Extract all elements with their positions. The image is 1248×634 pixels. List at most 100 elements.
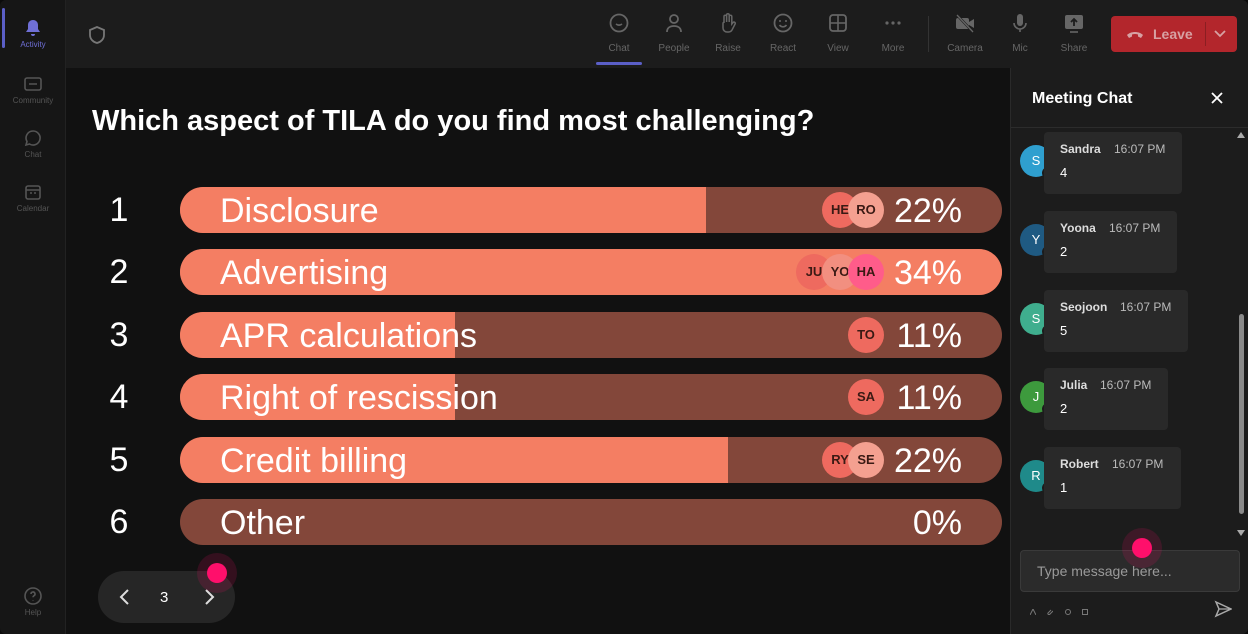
option-percentage: 22% (893, 192, 962, 230)
emoji-icon[interactable] (1064, 602, 1071, 615)
option-number: 3 (109, 316, 129, 354)
rail-item-activity[interactable]: Activity (0, 8, 66, 58)
close-icon[interactable] (1209, 90, 1225, 106)
rail-item-chat[interactable]: Chat (0, 118, 66, 168)
bell-icon (26, 20, 40, 36)
option-bar-fill (180, 437, 729, 483)
option-bar: Disclosure HE RO 22% (180, 187, 1002, 233)
share-button-label: Share (1060, 43, 1088, 54)
scrollbar-thumb[interactable] (1239, 314, 1244, 514)
chat-message: R Robert 16:07 PM 1 (1011, 447, 1231, 511)
message-bubble[interactable]: Julia 16:07 PM 2 (1044, 368, 1168, 430)
message-bubble[interactable]: Sandra 16:07 PM 4 (1044, 132, 1182, 194)
pointer-indicator (207, 563, 227, 583)
message-text: 2 (1060, 401, 1068, 416)
chat-scrollbar[interactable] (1235, 130, 1247, 542)
chevron-down-icon[interactable] (1213, 28, 1227, 40)
help-icon (24, 587, 42, 605)
message-bubble[interactable]: Robert 16:07 PM 1 (1044, 447, 1181, 509)
scroll-up-arrow-icon[interactable] (1237, 132, 1245, 138)
chat-button-label: Chat (608, 43, 630, 54)
rail-label: Calendar (16, 204, 50, 213)
message-timestamp: 16:07 PM (1109, 221, 1161, 235)
raise-hand-button[interactable]: Raise (701, 10, 755, 62)
scroll-down-arrow-icon[interactable] (1237, 530, 1245, 536)
chat-icon (24, 130, 41, 147)
sender-name: Julia (1060, 378, 1088, 392)
calendar-icon (25, 185, 41, 200)
camera-button[interactable]: Camera (938, 10, 992, 62)
share-button[interactable]: Share (1047, 10, 1101, 62)
gif-icon[interactable] (1082, 602, 1089, 615)
voter-avatar[interactable]: RO (848, 192, 884, 228)
voter-avatars: RY SE (822, 442, 884, 478)
chat-message: J Julia 16:07 PM 2 (1011, 368, 1231, 432)
sender-name: Yoona (1060, 221, 1096, 235)
rail-item-community[interactable]: Community (0, 64, 66, 114)
smiley-icon (773, 13, 793, 33)
poll-option-row: 3 APR calculations TO 11% (100, 312, 1004, 358)
chat-message-input[interactable] (1020, 550, 1240, 592)
poll-option-row: 5 Credit billing RY SE 22% (100, 437, 1004, 483)
send-icon[interactable] (1214, 600, 1232, 618)
react-button[interactable]: React (756, 10, 810, 62)
leave-split-divider (1205, 22, 1206, 46)
option-label: Credit billing (220, 442, 408, 480)
poll-option-row: 6 Other 0% (100, 499, 1004, 545)
leave-button[interactable]: Leave (1111, 16, 1237, 52)
option-label: Disclosure (220, 192, 379, 230)
view-button[interactable]: View (811, 10, 865, 62)
camera-button-label: Camera (947, 43, 983, 54)
shield-icon[interactable] (88, 26, 106, 44)
option-bar-fill (180, 312, 455, 358)
voter-avatar[interactable]: HA (848, 254, 884, 290)
camera-off-icon (956, 14, 974, 33)
option-bar: Advertising JU YO HA 34% (180, 249, 1002, 295)
option-percentage: 11% (896, 379, 962, 417)
voter-avatar[interactable]: TO (848, 317, 884, 353)
option-label: APR calculations (220, 317, 478, 355)
compose-toolbar (1029, 602, 1095, 616)
chevron-right-icon[interactable] (200, 587, 218, 607)
voter-avatars: JU YO HA (796, 254, 884, 290)
rail-item-calendar[interactable]: Calendar (0, 172, 66, 222)
more-button[interactable]: More (866, 10, 920, 62)
page-number: 3 (160, 589, 169, 606)
raise-button-label: Raise (715, 43, 741, 54)
message-bubble[interactable]: Seojoon 16:07 PM 5 (1044, 290, 1188, 352)
option-percentage: 22% (893, 442, 962, 480)
message-text: 4 (1060, 165, 1068, 180)
view-button-label: View (827, 43, 849, 54)
people-button-label: People (658, 43, 690, 54)
option-bar: Right of rescission SA 11% (180, 374, 1002, 420)
chat-button[interactable]: Chat (592, 10, 646, 62)
chat-title: Meeting Chat (1032, 90, 1133, 107)
chat-bubble-icon (609, 13, 629, 33)
message-text: 2 (1060, 244, 1068, 259)
voter-avatar[interactable]: SA (848, 379, 884, 415)
message-text: 1 (1060, 480, 1068, 495)
react-button-label: React (769, 43, 797, 54)
option-percentage: 0% (912, 504, 962, 542)
voter-avatar[interactable]: SE (848, 442, 884, 478)
rail-item-help[interactable]: Help (0, 576, 66, 626)
meeting-toolbar: Chat People Raise React View More Camera (66, 0, 1248, 68)
mic-button[interactable]: Mic (993, 10, 1047, 62)
sender-name: Sandra (1060, 142, 1101, 156)
option-number: 6 (109, 503, 129, 541)
phone-hangup-icon (1127, 32, 1143, 38)
toolbar-divider (928, 16, 929, 52)
option-number: 2 (109, 253, 129, 291)
message-timestamp: 16:07 PM (1120, 300, 1172, 314)
attach-icon[interactable] (1047, 602, 1054, 616)
community-icon (24, 77, 42, 91)
message-timestamp: 16:07 PM (1100, 378, 1152, 392)
voter-avatars: SA (848, 379, 884, 415)
option-number: 1 (109, 191, 129, 229)
sender-name: Robert (1060, 457, 1099, 471)
format-icon[interactable] (1029, 602, 1037, 616)
message-bubble[interactable]: Yoona 16:07 PM 2 (1044, 211, 1177, 273)
people-button[interactable]: People (647, 10, 701, 62)
chevron-left-icon[interactable] (116, 587, 134, 607)
